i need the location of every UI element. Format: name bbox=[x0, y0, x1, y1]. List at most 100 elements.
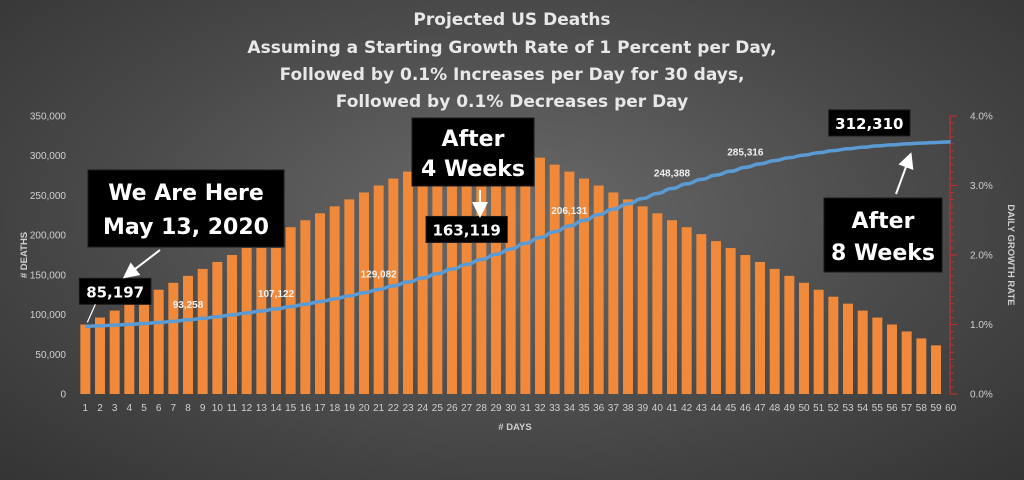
line-data-label: 107,122 bbox=[258, 289, 295, 300]
bar bbox=[241, 248, 252, 394]
chart-title-line-4: Followed by 0.1% Decreases per Day bbox=[336, 92, 688, 112]
x-tick-label: 50 bbox=[798, 403, 810, 414]
y2-tick-label: 1.0% bbox=[970, 320, 993, 331]
x-tick-label: 13 bbox=[256, 403, 268, 414]
callout-after-8-weeks-line-2: 8 Weeks bbox=[831, 241, 935, 266]
bar bbox=[813, 289, 824, 394]
bar bbox=[579, 178, 589, 394]
bar bbox=[227, 255, 237, 394]
y-tick-label: 50,000 bbox=[35, 350, 66, 361]
bar bbox=[168, 282, 179, 394]
left-axis-ticks: 0 50,000 100,000 150,000 200,000 250,000 300,0… bbox=[30, 112, 67, 401]
bar bbox=[828, 296, 839, 394]
x-tick-label: 59 bbox=[930, 403, 942, 414]
x-tick-label: 23 bbox=[402, 403, 414, 414]
x-tick-label: 12 bbox=[241, 403, 253, 414]
line-series bbox=[85, 140, 951, 329]
x-tick-label: 18 bbox=[329, 403, 341, 414]
line-data-label-leader bbox=[86, 304, 96, 323]
bar bbox=[784, 275, 795, 394]
y2-axis-title: DAILY GROWTH RATE bbox=[1005, 204, 1016, 305]
x-tick-label: 4 bbox=[127, 403, 133, 414]
bar bbox=[637, 206, 648, 394]
x-tick-label: 45 bbox=[725, 403, 737, 414]
bar bbox=[711, 241, 721, 394]
x-tick-label: 49 bbox=[784, 403, 796, 414]
bar bbox=[593, 185, 604, 394]
right-axis-tick-marks bbox=[950, 115, 957, 395]
x-tick-label: 6 bbox=[156, 403, 162, 414]
y2-tick-label: 4.0% bbox=[970, 112, 993, 123]
bar bbox=[623, 199, 633, 394]
bar bbox=[725, 248, 736, 394]
x-tick-label: 37 bbox=[608, 403, 620, 414]
chart-title: Projected US Deaths Assuming a Starting … bbox=[247, 10, 776, 112]
x-tick-label: 44 bbox=[710, 403, 722, 414]
x-tick-label: 17 bbox=[314, 403, 326, 414]
x-tick-label: 30 bbox=[505, 403, 517, 414]
x-tick-label: 19 bbox=[344, 403, 356, 414]
x-tick-label: 15 bbox=[285, 403, 297, 414]
line-data-label: 93,258 bbox=[173, 300, 204, 311]
bar bbox=[197, 268, 208, 394]
x-tick-label: 32 bbox=[534, 403, 546, 414]
x-tick-label: 42 bbox=[681, 403, 693, 414]
bar bbox=[285, 227, 296, 394]
x-tick-label: 28 bbox=[476, 403, 488, 414]
x-tick-label: 29 bbox=[490, 403, 502, 414]
bar bbox=[153, 289, 164, 394]
x-tick-label: 26 bbox=[446, 403, 458, 414]
chart-title-line-3: Followed by 0.1% Increases per Day for 3… bbox=[280, 65, 745, 85]
x-axis-title: # DAYS bbox=[498, 422, 531, 433]
callout-we-are-here-line-2: May 13, 2020 bbox=[103, 215, 269, 240]
callout-we-are-here-box bbox=[87, 169, 285, 248]
bar bbox=[667, 220, 677, 394]
line-data-label-box bbox=[78, 277, 152, 305]
bar bbox=[520, 157, 531, 394]
callout-after-4-weeks-line-1: After bbox=[442, 127, 505, 152]
x-tick-label: 57 bbox=[901, 403, 913, 414]
line-data-label: 285,316 bbox=[727, 147, 764, 158]
x-tick-label: 40 bbox=[652, 403, 664, 414]
bar bbox=[681, 227, 692, 394]
x-tick-label: 25 bbox=[432, 403, 444, 414]
x-tick-label: 41 bbox=[666, 403, 678, 414]
x-tick-label: 24 bbox=[417, 403, 429, 414]
line-data-label: 163,119 bbox=[433, 221, 501, 239]
callout-after-8-weeks-box bbox=[823, 197, 943, 273]
x-tick-label: 5 bbox=[141, 403, 147, 414]
x-tick-label: 3 bbox=[112, 403, 118, 414]
x-tick-label: 52 bbox=[828, 403, 840, 414]
x-axis-ticks: 1 2 3 4 5 6 7 8 9 10 11 12 13 14 15 16 17 18 19 20 21 22 23 24 2… bbox=[83, 403, 957, 414]
y-tick-label: 200,000 bbox=[30, 231, 67, 242]
bar bbox=[769, 268, 780, 394]
bar bbox=[843, 303, 853, 394]
x-tick-label: 47 bbox=[754, 403, 766, 414]
bar bbox=[505, 122, 516, 394]
bar bbox=[139, 296, 149, 394]
x-tick-label: 22 bbox=[388, 403, 400, 414]
y-tick-label: 350,000 bbox=[30, 112, 67, 123]
bar bbox=[535, 157, 545, 394]
x-tick-label: 34 bbox=[564, 403, 576, 414]
x-tick-label: 2 bbox=[97, 403, 103, 414]
line-data-label: 206,131 bbox=[551, 206, 588, 217]
bar bbox=[872, 317, 883, 394]
x-tick-label: 33 bbox=[549, 403, 561, 414]
callout-we-are-here: We Are Here May 13, 2020 bbox=[87, 169, 285, 279]
x-tick-label: 54 bbox=[857, 403, 869, 414]
y-tick-label: 150,000 bbox=[30, 270, 67, 281]
callout-we-are-here-line-1: We Are Here bbox=[108, 181, 264, 206]
x-tick-label: 16 bbox=[300, 403, 312, 414]
chart-title-line-1: Projected US Deaths bbox=[413, 10, 610, 30]
line-data-labels: 85,197 93,258 107,122 129,082 163,119 206,131… bbox=[78, 109, 911, 323]
callout-after-8-weeks-line-1: After bbox=[852, 209, 915, 234]
line-data-label-box bbox=[425, 215, 508, 243]
y2-tick-label: 3.0% bbox=[970, 181, 993, 192]
y2-tick-label: 0.0% bbox=[970, 390, 993, 401]
x-tick-label: 20 bbox=[358, 403, 370, 414]
line-data-label: 248,388 bbox=[654, 169, 691, 180]
y-tick-label: 0 bbox=[60, 390, 66, 401]
x-tick-label: 8 bbox=[185, 403, 191, 414]
